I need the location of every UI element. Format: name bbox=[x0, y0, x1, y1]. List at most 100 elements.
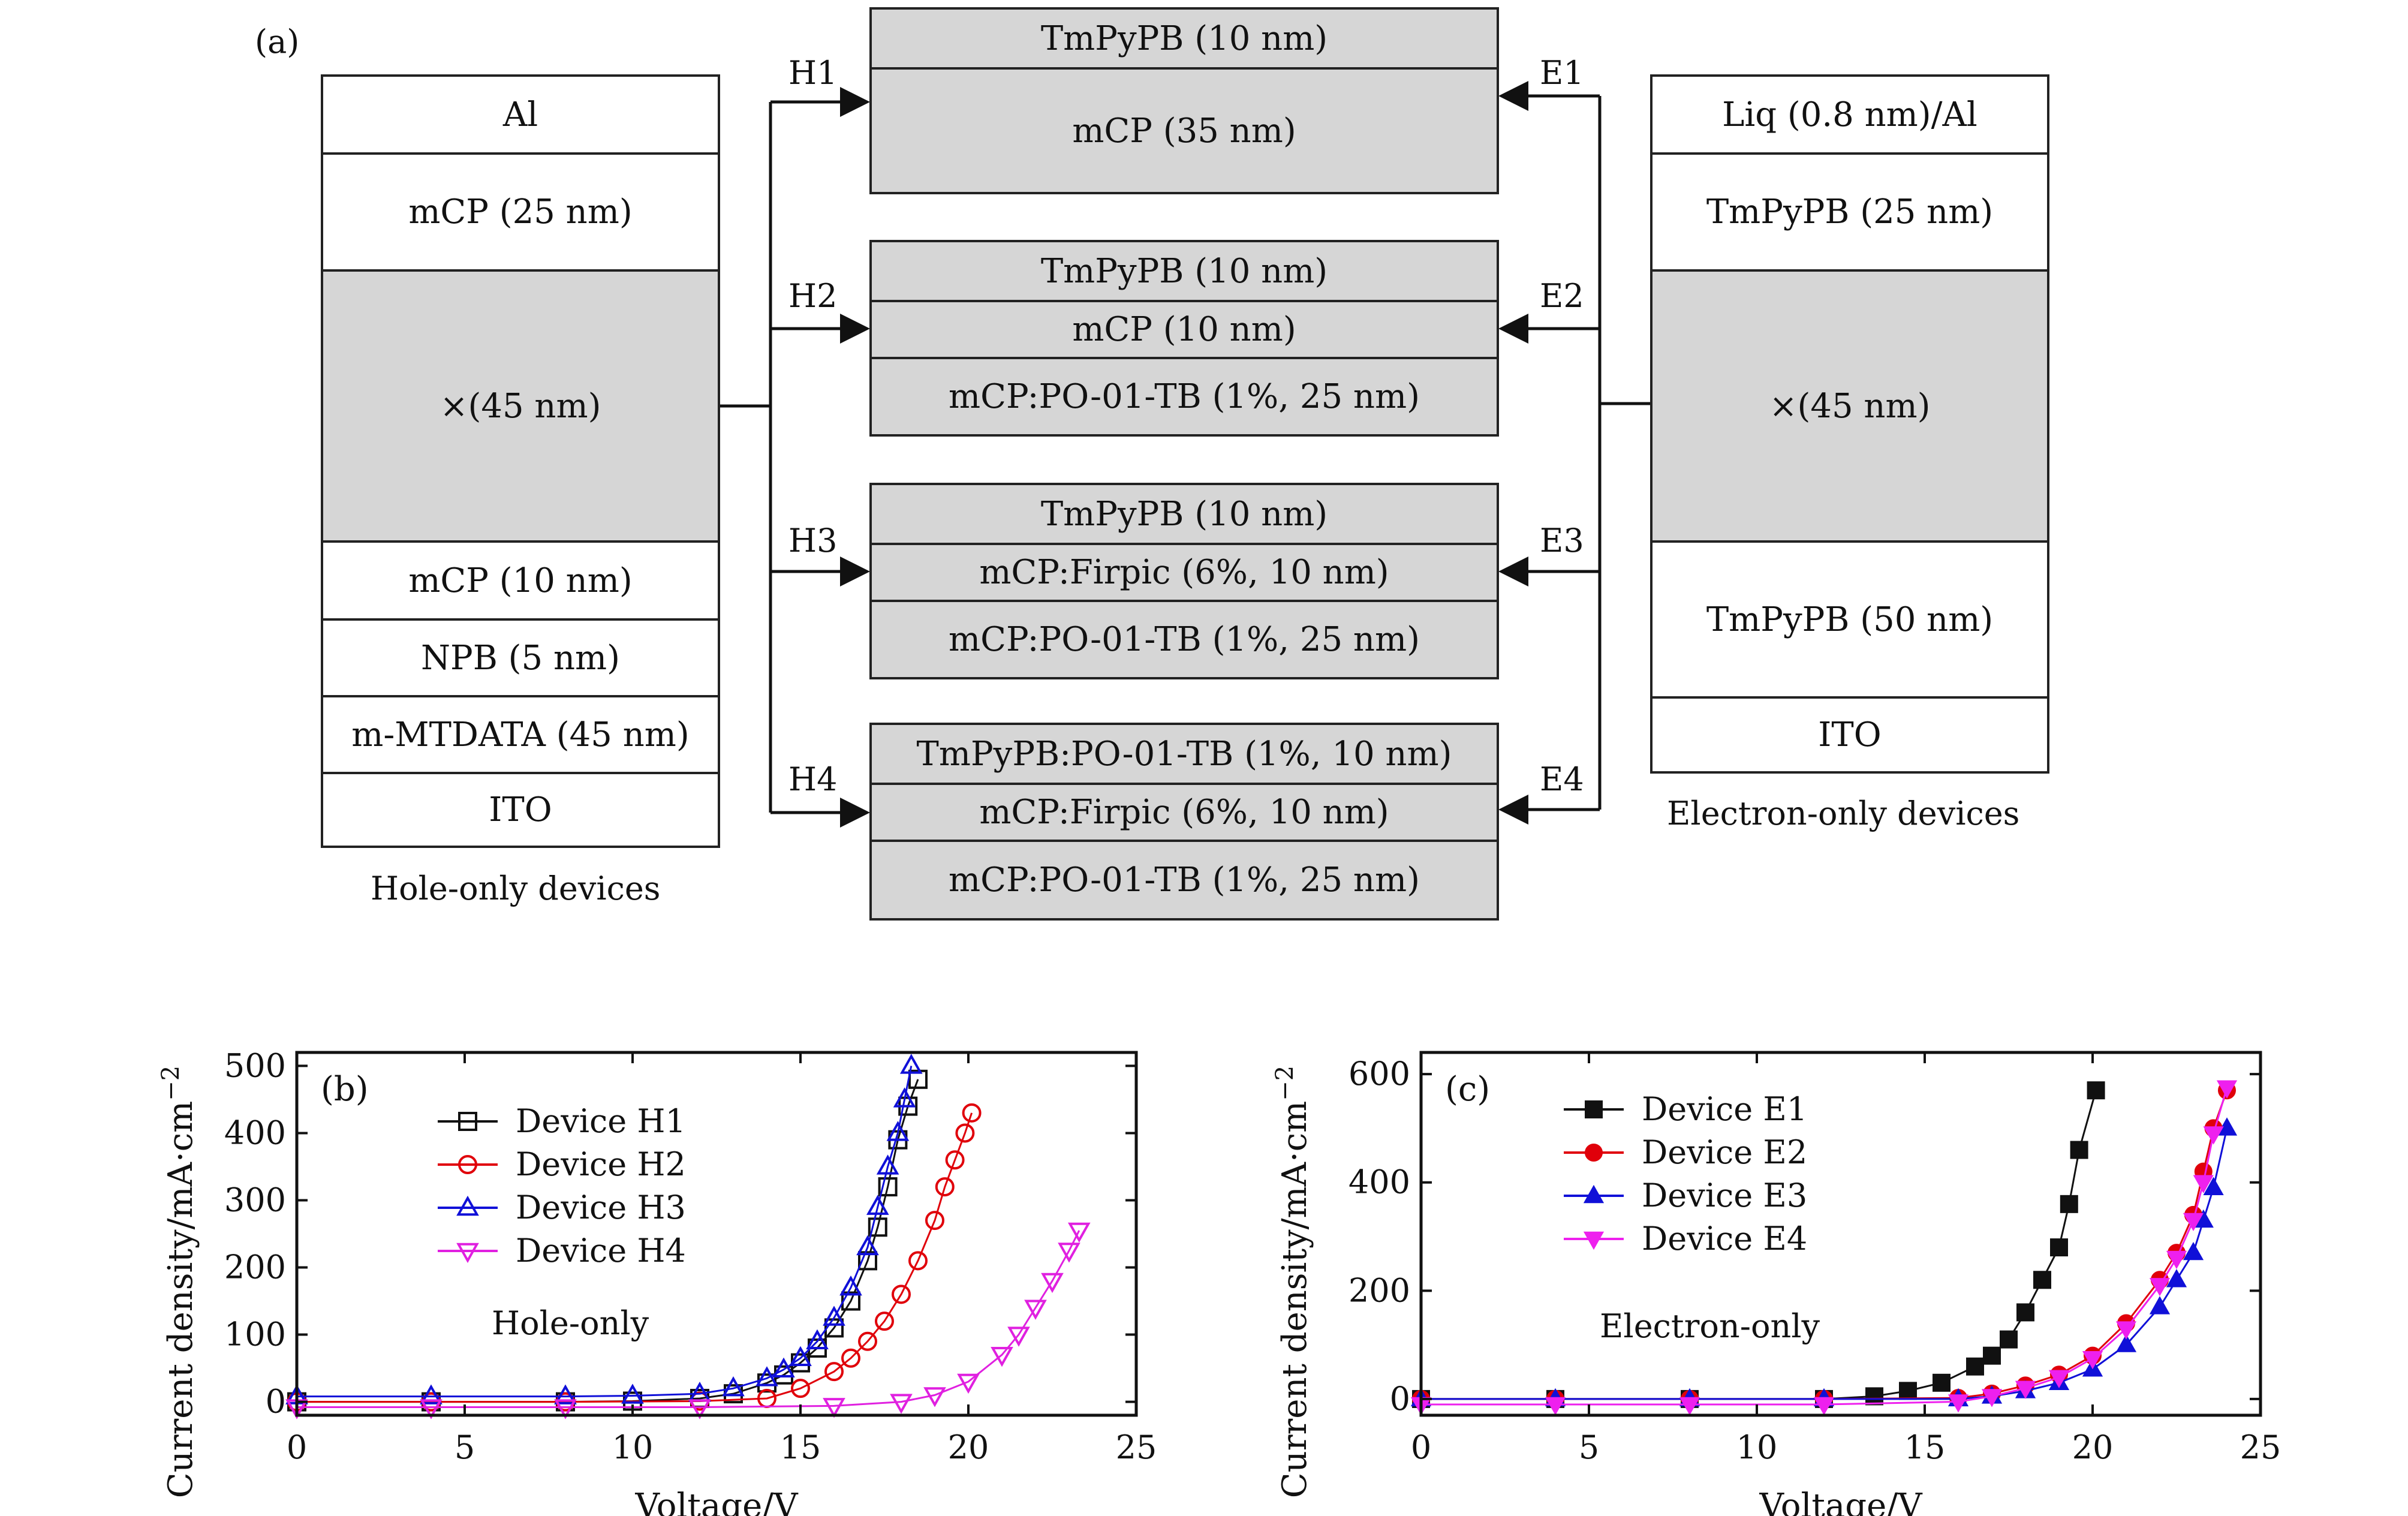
label-h2: H2 bbox=[788, 277, 838, 315]
device-1-layer-1: TmPyPB (10 nm) bbox=[872, 10, 1497, 70]
device-2-layer-3: mCP:PO-01-TB (1%, 25 nm) bbox=[872, 359, 1497, 434]
chart-b-series-4-point bbox=[991, 1346, 1013, 1367]
chart-c-series-4 bbox=[1410, 1080, 2238, 1416]
device-3-layer-3: mCP:PO-01-TB (1%, 25 nm) bbox=[872, 602, 1497, 677]
chart-b-series-2-point bbox=[892, 1285, 911, 1304]
chart-c-y-tick-label: 400 bbox=[1349, 1163, 1410, 1201]
device-4-layer-1: TmPyPB:PO-01-TB (1%, 10 nm) bbox=[872, 725, 1497, 785]
chart-b-series-2-point bbox=[875, 1312, 894, 1331]
chart-c-legend-entry-2: Device E2 bbox=[1564, 1133, 1807, 1171]
chart-c-series-2 bbox=[1412, 1081, 2236, 1408]
electron-layer-tmpypb-25: TmPyPB (25 nm) bbox=[1653, 155, 2047, 272]
chart-b-series-3-point bbox=[866, 1195, 889, 1215]
device-4-layer-2: mCP:Firpic (6%, 10 nm) bbox=[872, 785, 1497, 842]
chart-b-x-tick-label: 15 bbox=[780, 1428, 821, 1466]
chart-b-legend-entry-2: Device H2 bbox=[438, 1145, 686, 1183]
chart-c-series-4-point bbox=[2193, 1175, 2214, 1193]
chart-c-y-tick-label: 0 bbox=[1390, 1380, 1410, 1418]
chart-b-series-2-point bbox=[858, 1331, 877, 1351]
chart-b-series-3-point bbox=[886, 1121, 910, 1141]
chart-c-series-1-point bbox=[2050, 1238, 2068, 1257]
chart-b-x-tick-label: 20 bbox=[948, 1428, 989, 1466]
hole-layer-mcp-25: mCP (25 nm) bbox=[323, 155, 718, 272]
device-stack-4: TmPyPB:PO-01-TB (1%, 10 nm) mCP:Firpic (… bbox=[869, 723, 1499, 921]
electron-only-caption: Electron-only devices bbox=[1667, 795, 2020, 832]
chart-b-series-2-point bbox=[824, 1362, 844, 1382]
chart-b-series-4-point bbox=[1058, 1243, 1080, 1263]
chart-b-series-1-point bbox=[858, 1251, 877, 1271]
chart-b-series-4-point bbox=[554, 1399, 577, 1419]
chart-c-series-3-point bbox=[2166, 1269, 2187, 1288]
chart-c-x-tick-label: 15 bbox=[1904, 1428, 1946, 1466]
chart-b-y-tick-label: 100 bbox=[224, 1316, 286, 1353]
chart-c-legend-label: Device E1 bbox=[1642, 1090, 1807, 1128]
chart-c-series-3-point bbox=[2183, 1241, 2204, 1261]
chart-c-series-1-point bbox=[1983, 1346, 2001, 1365]
chart-c-series-1-point bbox=[2016, 1303, 2034, 1322]
chart-c-y-axis-label: Current density/mA·cm−2 bbox=[1271, 1066, 1314, 1498]
device-stack-3: TmPyPB (10 nm) mCP:Firpic (6%, 10 nm) mC… bbox=[869, 483, 1499, 679]
chart-b-legend-entry-4: Device H4 bbox=[438, 1232, 686, 1270]
chart-c-series-3-point bbox=[2115, 1334, 2137, 1352]
hole-only-chart: 0 5 10 15 20 25 0 100 200 300 400 500 Voltage/V Curre… bbox=[157, 1046, 1157, 1516]
chart-c-series-4-point bbox=[2203, 1126, 2224, 1145]
chart-c-annotation: Electron-only bbox=[1600, 1307, 1820, 1345]
chart-b-legend-entry-1: Device H1 bbox=[438, 1102, 686, 1140]
electron-layer-ito: ITO bbox=[1653, 699, 2047, 771]
chart-b-series-3-point bbox=[621, 1383, 644, 1404]
chart-b-series-4-point bbox=[1067, 1222, 1091, 1243]
chart-b-y-axis-label: Current density/mA·cm−2 bbox=[157, 1066, 200, 1498]
chart-b-series-3-point bbox=[772, 1357, 795, 1378]
chart-b-series-3-point bbox=[420, 1384, 443, 1404]
connector-diagram bbox=[720, 81, 1650, 828]
chart-c-y-tick-label: 600 bbox=[1349, 1055, 1410, 1093]
chart-b-series-3-point bbox=[722, 1376, 745, 1397]
device-stack-2: TmPyPB (10 nm) mCP (10 nm) mCP:PO-01-TB … bbox=[869, 240, 1499, 437]
chart-c-legend-entry-1: Device E1 bbox=[1564, 1090, 1807, 1128]
chart-c-series-1-point bbox=[2000, 1330, 2018, 1349]
chart-b-y-tick-label: 0 bbox=[266, 1383, 286, 1421]
chart-c-series-4-point bbox=[1981, 1389, 2003, 1407]
chart-c-series-4-point bbox=[1545, 1397, 1566, 1416]
electron-only-stack: Liq (0.8 nm)/Al TmPyPB (25 nm) ×(45 nm) … bbox=[1650, 74, 2049, 774]
chart-b-x-tick-label: 10 bbox=[612, 1428, 654, 1466]
device-3-layer-1: TmPyPB (10 nm) bbox=[872, 485, 1497, 545]
chart-b-series-3-point bbox=[755, 1366, 778, 1386]
chart-c-series-4-point bbox=[2048, 1370, 2070, 1388]
chart-c-x-tick-label: 10 bbox=[1736, 1428, 1778, 1466]
chart-b-legend-marker bbox=[456, 1195, 479, 1216]
panel-a-label: (a) bbox=[255, 23, 300, 61]
label-e4: E4 bbox=[1540, 760, 1584, 798]
chart-c-series-3-point bbox=[2149, 1296, 2171, 1315]
label-e1: E1 bbox=[1540, 54, 1584, 92]
chart-b-y-tick-label: 500 bbox=[224, 1046, 286, 1084]
chart-b-series-4-point bbox=[957, 1373, 980, 1394]
chart-b-series-3-point bbox=[839, 1275, 862, 1296]
chart-c-legend-marker bbox=[1585, 1100, 1603, 1118]
chart-c-legend-entry-3: Device E3 bbox=[1564, 1177, 1807, 1214]
chart-b-y-tick-label: 300 bbox=[224, 1181, 286, 1219]
hole-layer-mmtdata: m-MTDATA (45 nm) bbox=[323, 697, 718, 774]
chart-b-series-1-point bbox=[868, 1217, 887, 1237]
electron-layer-liq-al: Liq (0.8 nm)/Al bbox=[1653, 77, 2047, 155]
chart-b-plot-frame bbox=[295, 1051, 1138, 1417]
chart-b-series-3-point bbox=[899, 1054, 923, 1074]
chart-b-y-tick-label: 200 bbox=[224, 1249, 286, 1286]
chart-c-series-1-point bbox=[1933, 1373, 1951, 1392]
chart-c-series-1-point bbox=[1865, 1387, 1883, 1406]
chart-c-panel-label: (c) bbox=[1445, 1070, 1490, 1109]
chart-c-series-2-line bbox=[1421, 1090, 2228, 1400]
chart-b-series-4-point bbox=[688, 1399, 711, 1419]
chart-c-series-4-point bbox=[2115, 1321, 2137, 1340]
chart-c-legend-marker bbox=[1585, 1144, 1603, 1162]
chart-c-series-3 bbox=[1410, 1117, 2238, 1407]
chart-b-series-2-point bbox=[925, 1211, 944, 1231]
chart-b-series-2-point bbox=[945, 1150, 965, 1170]
device-3-layer-2: mCP:Firpic (6%, 10 nm) bbox=[872, 545, 1497, 602]
chart-b-legend-entry-3: Device H3 bbox=[438, 1189, 686, 1226]
chart-c-legend-marker bbox=[1583, 1184, 1605, 1204]
chart-b-series-3-point bbox=[856, 1235, 879, 1256]
chart-b-x-tick-label: 25 bbox=[1116, 1428, 1157, 1466]
chart-b-series-1-point bbox=[824, 1318, 844, 1338]
chart-c-series-4-point bbox=[1679, 1397, 1700, 1416]
